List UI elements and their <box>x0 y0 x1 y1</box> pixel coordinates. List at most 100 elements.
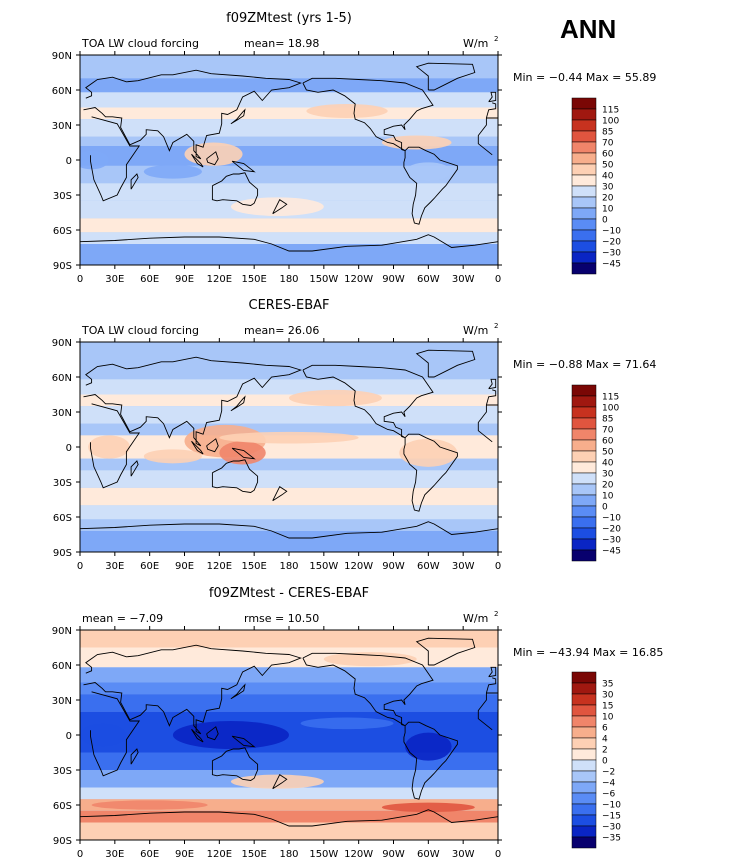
colorbar-label: 2 <box>602 746 608 756</box>
coastline <box>80 234 498 252</box>
colorbar-label: −15 <box>602 812 621 822</box>
lon-tick-label: 90W <box>382 849 405 860</box>
colorbar-box <box>571 814 597 827</box>
panel-3: 0 30E 60E 90E 120E 150E 180 150W 120W 90W 60W 30W 09… <box>52 586 664 860</box>
field-anomaly <box>184 142 243 166</box>
colorbar-box <box>571 770 597 783</box>
colorbar-label: 115 <box>602 393 619 403</box>
zonal-band <box>80 505 498 520</box>
lon-tick-label: 0 <box>495 561 501 572</box>
lat-tick-label: 60N <box>52 373 72 384</box>
zonal-band <box>80 694 498 712</box>
lon-tick-label: 30W <box>452 274 475 285</box>
panel-2: 0 30E 60E 90E 120E 150E 180 150W 120W 90W 60W 30W 09… <box>52 298 657 572</box>
panel-units-superscript: 2 <box>494 35 498 43</box>
zonal-band <box>80 342 498 366</box>
coastline <box>488 378 497 390</box>
lon-tick-label: 0 <box>77 561 83 572</box>
lon-tick-label: 120W <box>344 561 373 572</box>
zonal-band <box>80 531 498 552</box>
colorbar-box <box>571 119 597 132</box>
colorbar-box <box>571 152 597 165</box>
lon-tick-label: 90W <box>382 274 405 285</box>
colorbar-box <box>571 693 597 706</box>
zonal-band <box>80 487 498 506</box>
colorbar-label: −45 <box>602 260 621 270</box>
field-anomaly <box>405 732 452 761</box>
colorbar-box <box>571 704 597 717</box>
field-anomaly <box>143 164 202 179</box>
coastline <box>90 116 498 202</box>
lon-tick-label: 180 <box>279 849 298 860</box>
coastline <box>83 69 497 160</box>
zonal-band <box>80 379 498 395</box>
coastline <box>403 721 458 800</box>
colorbar-label: 10 <box>602 205 614 215</box>
field-anomaly <box>219 441 266 465</box>
lon-tick-label: 120W <box>344 849 373 860</box>
panel-left-label: TOA LW cloud forcing <box>81 324 199 337</box>
colorbar-label: 10 <box>602 492 614 502</box>
lon-tick-label: 30E <box>105 849 124 860</box>
zonal-band <box>80 92 498 108</box>
field-anomaly <box>230 197 324 217</box>
coastline <box>211 172 259 206</box>
zonal-band <box>80 458 498 471</box>
colorbar-box <box>571 185 597 198</box>
lon-tick-label: 180 <box>279 561 298 572</box>
colorbar-box <box>571 141 597 154</box>
colorbar-box <box>571 174 597 187</box>
lon-tick-label: 150E <box>241 561 266 572</box>
lon-tick-label: 60W <box>417 849 440 860</box>
panel-units-label: W/m <box>463 612 488 625</box>
lon-tick-label: 120W <box>344 274 373 285</box>
colorbar-box <box>571 726 597 739</box>
colorbar-label: 100 <box>602 404 619 414</box>
panel-units-label: W/m <box>463 37 488 50</box>
lat-tick-label: 30N <box>52 121 72 132</box>
colorbar-label: 85 <box>602 415 613 425</box>
lon-tick-label: 0 <box>77 274 83 285</box>
colorbar-label: 20 <box>602 194 614 204</box>
zonal-band <box>80 136 498 146</box>
lon-tick-label: 150W <box>309 274 338 285</box>
lat-tick-label: 0 <box>66 156 72 167</box>
colorbar-label: −45 <box>602 547 621 557</box>
colorbar-label: 35 <box>602 680 613 690</box>
colorbar-box <box>571 472 597 485</box>
lat-tick-label: 30S <box>53 766 72 777</box>
colorbar-label: 115 <box>602 106 619 116</box>
colorbar-box <box>571 108 597 121</box>
lat-tick-label: 60N <box>52 661 72 672</box>
field-anomaly <box>289 389 382 407</box>
lon-tick-label: 30E <box>105 274 124 285</box>
field-anomaly <box>405 162 452 182</box>
lon-tick-label: 150W <box>309 561 338 572</box>
lat-tick-label: 90N <box>52 626 72 637</box>
map-field <box>80 630 498 840</box>
coastline <box>191 153 204 168</box>
coastline <box>83 644 497 735</box>
colorbar-box <box>571 461 597 474</box>
coastline <box>272 199 288 215</box>
colorbar-label: 40 <box>602 459 614 469</box>
colorbar-label: 30 <box>602 691 614 701</box>
zonal-band <box>80 365 498 380</box>
colorbar-box <box>571 748 597 761</box>
colorbar-box <box>571 384 597 397</box>
panel-center-label: mean= 18.98 <box>244 37 319 50</box>
colorbar-box <box>571 549 597 562</box>
colorbar-label: −10 <box>602 227 621 237</box>
field-anomaly <box>399 438 458 467</box>
lat-tick-label: 60S <box>53 513 72 524</box>
lat-tick-label: 30S <box>53 191 72 202</box>
panel-center-label: mean= 26.06 <box>244 324 319 337</box>
zonal-band <box>80 799 498 811</box>
colorbar-box <box>571 207 597 220</box>
lon-tick-label: 60E <box>140 561 159 572</box>
lon-tick-label: 0 <box>77 849 83 860</box>
field-anomaly <box>80 723 127 747</box>
lon-tick-label: 30E <box>105 561 124 572</box>
lon-tick-label: 120E <box>207 561 232 572</box>
